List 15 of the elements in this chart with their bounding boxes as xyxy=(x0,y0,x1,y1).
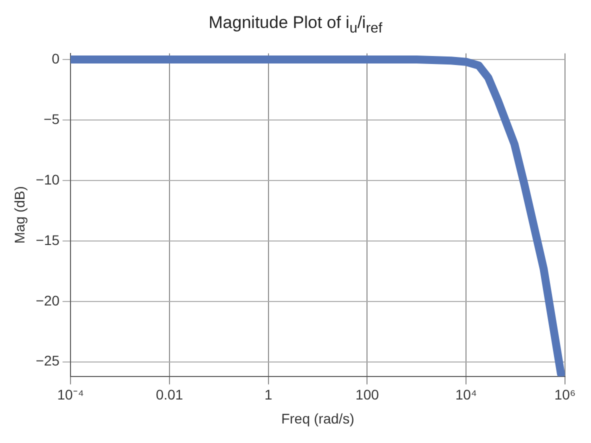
y-axis-title: Mag (dB) xyxy=(11,186,28,244)
x-tick-label: 0.01 xyxy=(156,386,184,403)
y-tick-label: −10 xyxy=(36,171,60,188)
x-tick-label: 10⁴ xyxy=(455,386,477,403)
x-tick-label: 10⁶ xyxy=(554,386,576,403)
x-tick-label: 1 xyxy=(264,386,272,403)
y-tick-label: −20 xyxy=(36,292,60,308)
x-tick-label: 10⁻⁴ xyxy=(57,386,84,403)
x-axis-title: Freq (rad/s) xyxy=(281,410,354,426)
y-tick-label: 0 xyxy=(52,50,60,66)
y-tick-label: −5 xyxy=(44,110,60,127)
y-tick-label: −15 xyxy=(36,232,60,248)
y-tick-label: −25 xyxy=(36,352,60,369)
x-tick-label: 100 xyxy=(356,386,380,403)
chart-title: Magnitude Plot of i$_{u}$/i$_{ref}$ xyxy=(208,12,384,38)
